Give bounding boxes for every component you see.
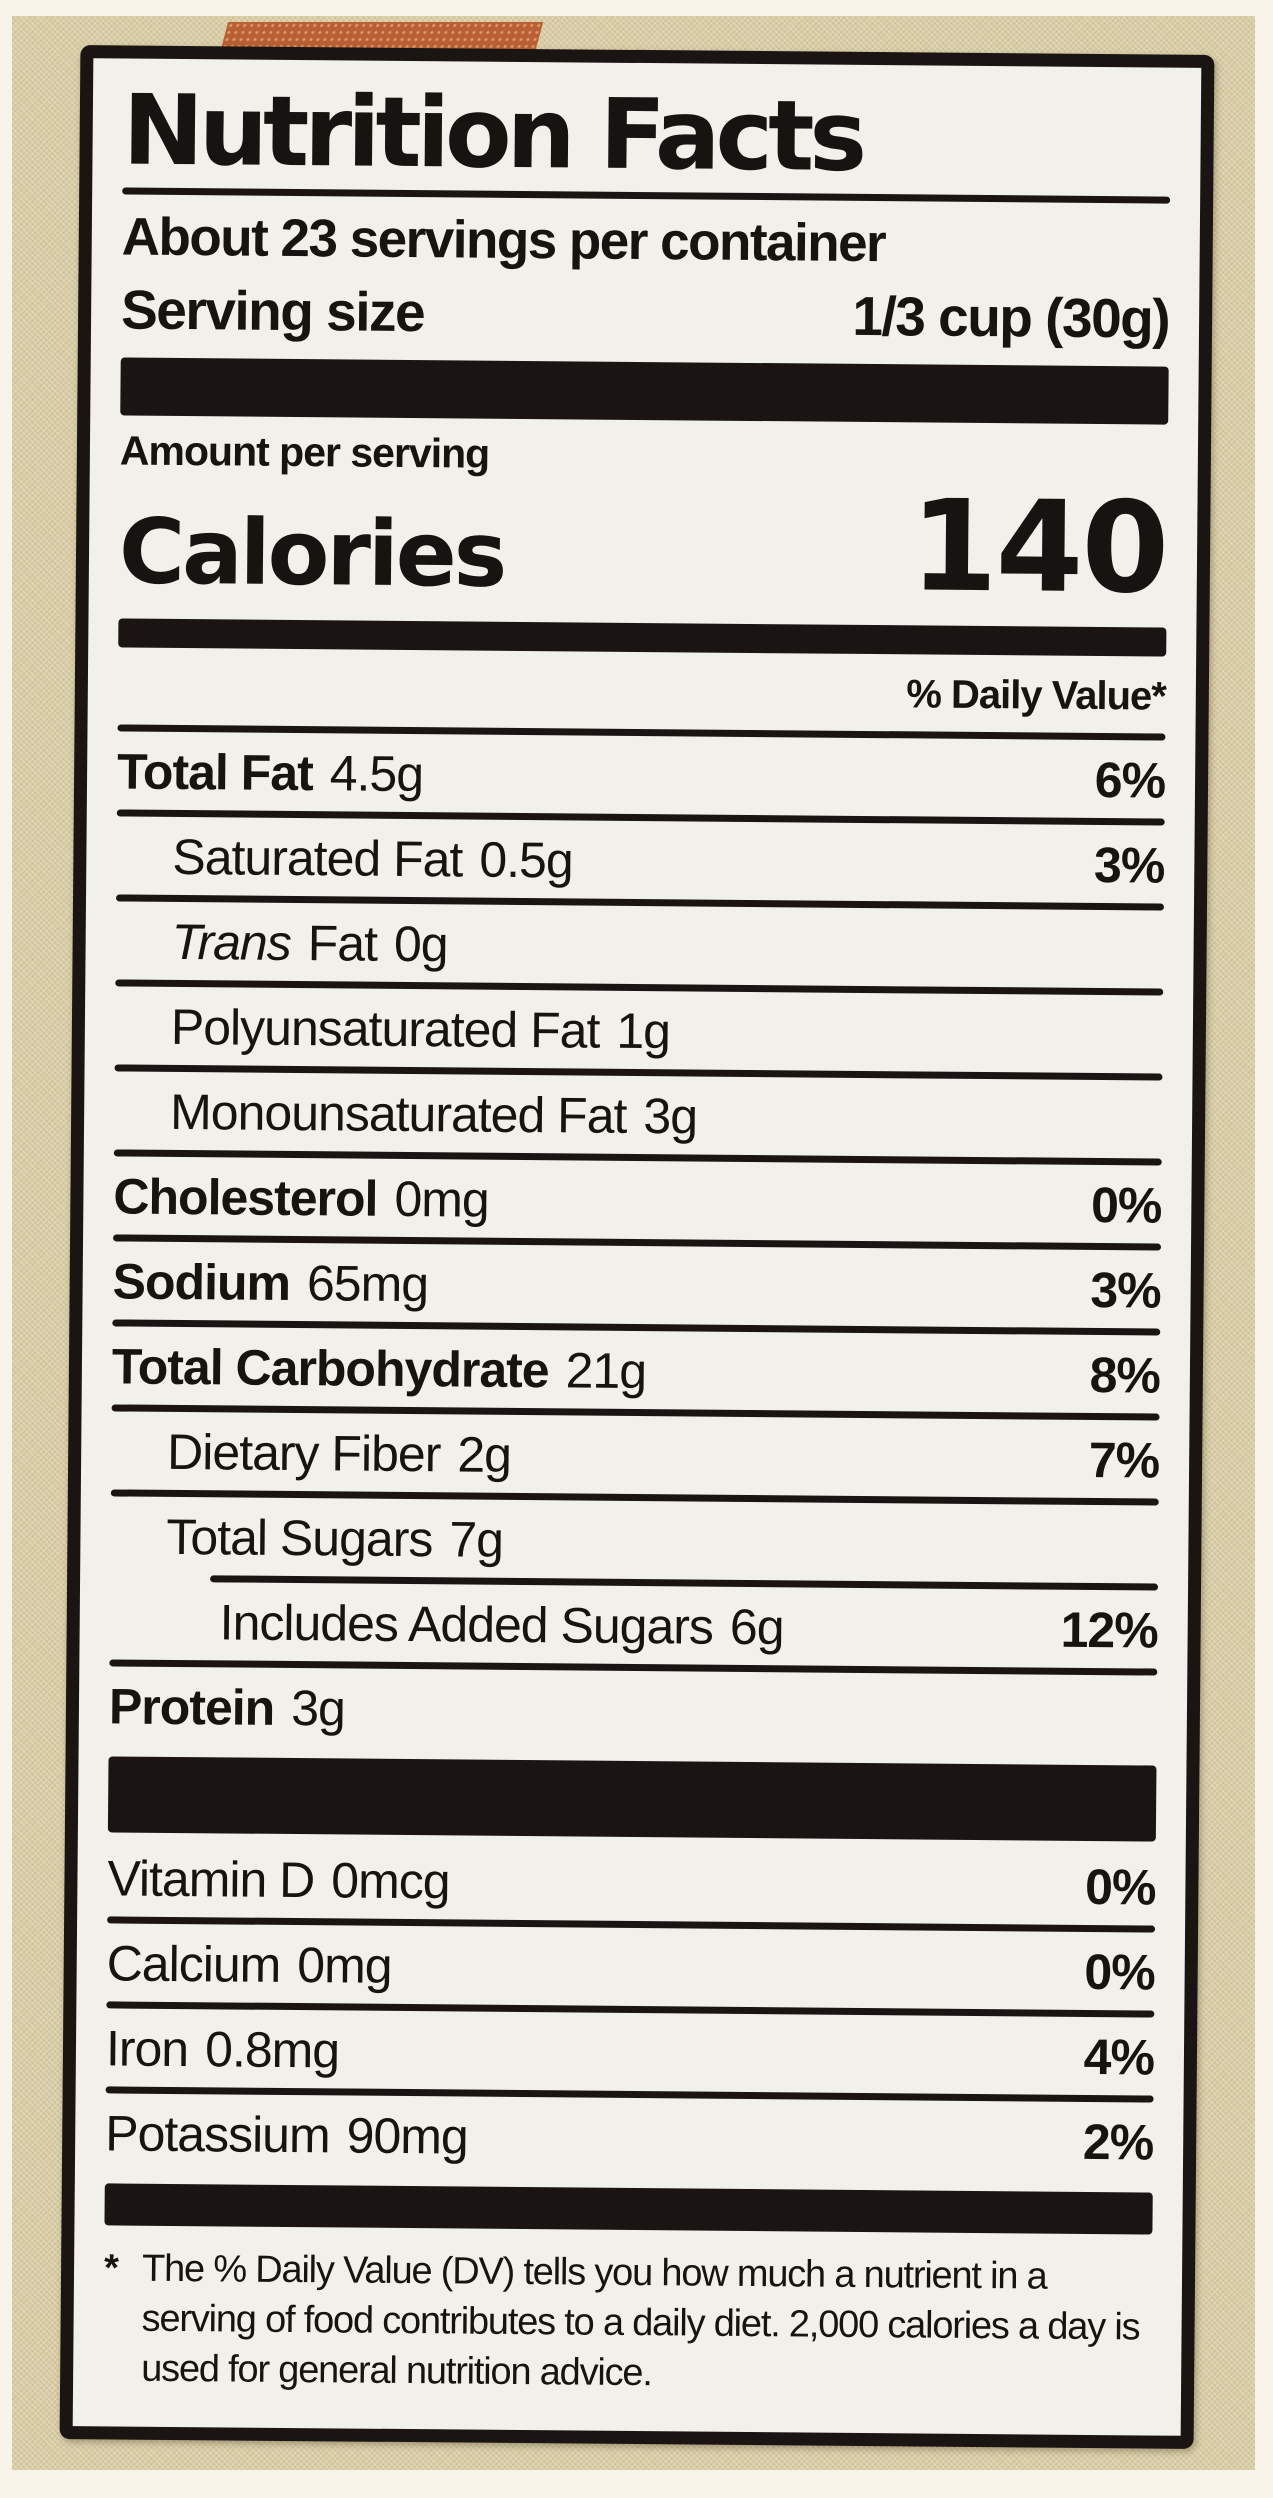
- nutrient-dv: 7%: [1088, 1431, 1160, 1489]
- row-total-sugars: Total Sugars 7g: [110, 1496, 1159, 1583]
- nutrient-amount: 6g: [729, 1598, 784, 1656]
- row-iron: Iron 0.8mg 4%: [106, 2008, 1155, 2095]
- row-cholesterol: Cholesterol 0mg 0%: [113, 1156, 1162, 1243]
- nutrient-amount: 2g: [457, 1426, 512, 1483]
- nutrient-amount: 0mg: [394, 1170, 489, 1228]
- calories-value: 140: [909, 472, 1168, 622]
- calories-label: Calories: [118, 499, 505, 608]
- nutrient-name: Vitamin D: [107, 1850, 315, 1909]
- nutrient-amount: 0mcg: [331, 1852, 450, 1910]
- nutrient-name: Protein: [108, 1678, 275, 1736]
- nutrient-dv: 0%: [1084, 1943, 1155, 2001]
- daily-value-footnote: * The % Daily Value (DV) tells you how m…: [103, 2243, 1152, 2403]
- calories-row: Calories 140: [118, 472, 1168, 622]
- nutrient-name: Sodium: [112, 1253, 291, 1311]
- row-vitamin-d: Vitamin D 0mcg 0%: [107, 1838, 1156, 1925]
- nutrient-amount: 3g: [643, 1087, 698, 1145]
- nutrient-amount: 21g: [565, 1342, 647, 1399]
- nutrition-facts-title: Nutrition Facts: [122, 73, 863, 193]
- nutrient-amount: 1g: [616, 1002, 671, 1060]
- footnote-text: The % Daily Value (DV) tells you how muc…: [141, 2247, 1140, 2395]
- nutrient-dv: 0%: [1090, 1176, 1162, 1234]
- nutrient-amount: 0.5g: [479, 831, 573, 889]
- nutrient-amount: 7g: [449, 1511, 504, 1568]
- nutrient-dv: 2%: [1082, 2113, 1154, 2171]
- thick-divider-bar: [104, 2183, 1153, 2235]
- row-saturated-fat: Saturated Fat 0.5g 3%: [116, 816, 1165, 903]
- nutrient-amount: 0g: [393, 915, 448, 973]
- row-added-sugars: Includes Added Sugars 6g 12%: [109, 1581, 1158, 1668]
- thick-divider-bar: [120, 357, 1169, 425]
- nutrient-amount: 0.8mg: [204, 2021, 340, 2079]
- nutrient-amount: 65mg: [306, 1254, 429, 1313]
- nutrient-name: Total Fat: [116, 743, 313, 802]
- row-potassium: Potassium 90mg 2%: [105, 2093, 1154, 2180]
- nutrient-name: Calcium: [106, 1935, 281, 1993]
- serving-size-label: Serving size: [120, 278, 425, 343]
- row-total-fat: Total Fat 4.5g 6%: [117, 731, 1166, 818]
- nutrient-dv: 3%: [1090, 1261, 1161, 1319]
- nutrient-name: Iron: [105, 2020, 189, 2077]
- row-trans-fat: Trans Fat 0g: [115, 901, 1164, 988]
- footnote-asterisk: *: [103, 2247, 118, 2290]
- nutrient-name: Total Sugars: [166, 1508, 433, 1568]
- nutrient-amount: 90mg: [346, 2107, 468, 2165]
- nutrient-amount: 4.5g: [329, 745, 424, 802]
- nutrient-dv: 12%: [1060, 1601, 1158, 1659]
- nutrient-amount: 3g: [290, 1679, 346, 1737]
- daily-value-header: % Daily Value*: [906, 672, 1167, 719]
- row-sodium: Sodium 65mg 3%: [112, 1241, 1161, 1328]
- nutrient-name: Includes Added Sugars: [219, 1594, 714, 1655]
- nutrient-name-italic: Trans: [171, 913, 291, 971]
- thick-divider-bar: [107, 1756, 1157, 1842]
- nutrient-dv: 4%: [1083, 2028, 1155, 2086]
- nutrient-dv: 0%: [1084, 1858, 1156, 1916]
- nutrient-dv: 8%: [1089, 1346, 1161, 1404]
- nutrient-name: Potassium: [105, 2105, 330, 2164]
- serving-size-row: Serving size 1/3 cup (30g): [121, 277, 1170, 350]
- row-dietary-fiber: Dietary Fiber 2g 7%: [111, 1411, 1160, 1498]
- row-protein: Protein 3g: [109, 1666, 1158, 1753]
- serving-size-value: 1/3 cup (30g): [852, 284, 1170, 350]
- nutrient-dv: 3%: [1093, 836, 1165, 894]
- nutrition-facts-label: Nutrition Facts About 23 servings per co…: [59, 45, 1215, 2449]
- nutrient-amount: 0mg: [297, 1936, 392, 1994]
- nutrient-name: Monounsaturated Fat: [169, 1083, 627, 1144]
- nutrient-name: Total Carbohydrate: [111, 1338, 549, 1399]
- row-polyunsaturated-fat: Polyunsaturated Fat 1g: [115, 986, 1164, 1073]
- nutrient-name: Saturated Fat: [172, 828, 463, 888]
- nutrient-name: Polyunsaturated Fat: [170, 998, 600, 1059]
- row-total-carbohydrate: Total Carbohydrate 21g 8%: [112, 1326, 1161, 1413]
- nutrient-name: Dietary Fiber: [166, 1423, 441, 1483]
- row-monounsaturated-fat: Monounsaturated Fat 3g: [114, 1071, 1163, 1158]
- row-calcium: Calcium 0mg 0%: [106, 1923, 1155, 2010]
- servings-per-container: About 23 servings per container: [121, 207, 886, 274]
- nutrient-name: Cholesterol: [113, 1168, 378, 1227]
- nutrient-dv: 6%: [1094, 751, 1166, 809]
- nutrient-name: Fat: [307, 914, 378, 972]
